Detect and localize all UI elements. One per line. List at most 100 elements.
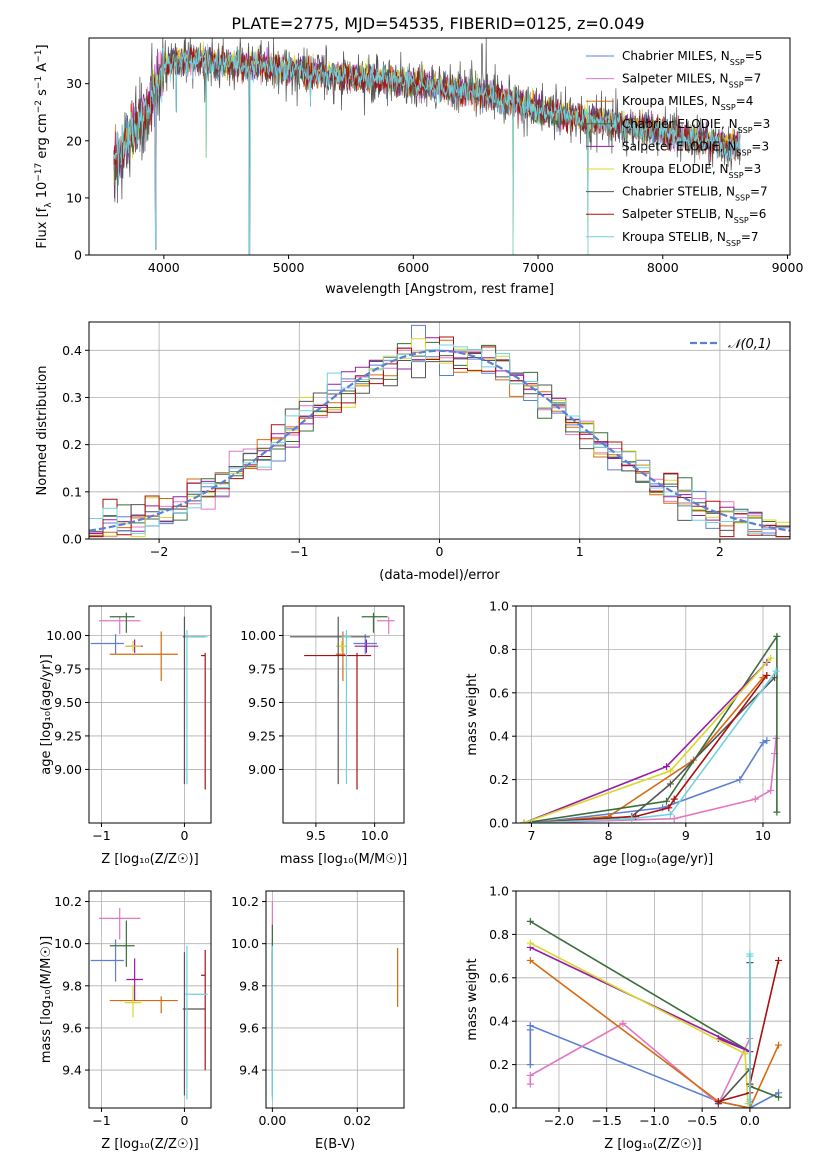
y-tick-label: 9.6 bbox=[62, 1020, 82, 1035]
y-tick-label: 9.25 bbox=[248, 728, 276, 743]
mass_vs_ebv-plot-area bbox=[271, 901, 399, 1100]
age_vs_mass-plot-area bbox=[290, 612, 395, 790]
x-axis-label: age [log₁₀(age/yr)] bbox=[593, 852, 714, 867]
x-axis-label: E(B-V) bbox=[315, 1137, 355, 1152]
y-tick-label: 10.2 bbox=[54, 894, 82, 909]
mass-weight-line bbox=[531, 670, 777, 823]
plus-marker bbox=[767, 654, 775, 662]
y-tick-label: 9.75 bbox=[54, 661, 82, 676]
x-tick-label: −1.5 bbox=[592, 1113, 622, 1128]
mass-weight-line bbox=[529, 1024, 779, 1108]
plus-marker bbox=[663, 797, 671, 805]
axes-frame bbox=[282, 605, 405, 824]
x-tick-label: 9.5 bbox=[306, 828, 326, 843]
age_vs_mass-chart: 9.5 10.0 9.00 9.25 9.50 9.75 10.00 mass [log₁₀(… bbox=[240, 605, 407, 867]
x-axis-label: mass [log₁₀(M/M☉)] bbox=[280, 852, 407, 867]
y-tick-label: 1.0 bbox=[489, 599, 509, 614]
x-tick-label: −1 bbox=[290, 544, 308, 559]
y-tick-label: 10.0 bbox=[231, 936, 259, 951]
axes-frame bbox=[515, 605, 791, 824]
y-axis-label: mass weight bbox=[465, 673, 480, 755]
x-tick-label: 9000 bbox=[772, 260, 804, 275]
plus-marker bbox=[775, 956, 783, 964]
x-tick-label: 0 bbox=[436, 544, 444, 559]
y-tick-label: 9.8 bbox=[62, 978, 82, 993]
plus-marker bbox=[526, 917, 534, 925]
y-tick-label: 0.8 bbox=[489, 642, 509, 657]
plus-marker bbox=[775, 1041, 783, 1049]
legend-label: Salpeter STELIB, NSSP=6 bbox=[622, 207, 766, 225]
y-tick-label: 0.6 bbox=[489, 970, 509, 985]
x-axis-label: wavelength [Angstrom, rest frame] bbox=[325, 282, 554, 297]
x-tick-label: −1 bbox=[92, 1113, 110, 1128]
x-tick-label: 8000 bbox=[647, 260, 679, 275]
residuals-chart: −2 −1 0 1 2 0.0 0.1 0.2 0.3 0.4 (data-model)/error… bbox=[35, 321, 791, 583]
legend-label: 𝒩(0,1) bbox=[728, 337, 771, 352]
y-tick-label: 9.25 bbox=[54, 728, 82, 743]
y-tick-label: 0.2 bbox=[489, 1057, 509, 1072]
x-tick-label: 9 bbox=[682, 828, 690, 843]
spectrum-line bbox=[113, 43, 741, 255]
massweight_vs_age-plot-area bbox=[520, 632, 781, 823]
x-axis-label: Z [log₁₀(Z/Z☉)] bbox=[101, 852, 198, 867]
plus-marker bbox=[527, 819, 535, 823]
y-axis-label: age [log₁₀(age/yr)] bbox=[39, 654, 54, 775]
y-tick-label: 0.8 bbox=[489, 927, 509, 942]
plus-marker bbox=[526, 1071, 534, 1079]
x-tick-label: 5000 bbox=[273, 260, 305, 275]
y-tick-label: 9.00 bbox=[54, 762, 82, 777]
x-tick-label: 0.02 bbox=[343, 1113, 371, 1128]
x-tick-label: 2 bbox=[716, 544, 724, 559]
plus-marker bbox=[746, 950, 754, 958]
y-axis-label: mass [log₁₀(M/M☉)] bbox=[39, 936, 54, 1063]
legend-label: Chabrier MILES, NSSP=5 bbox=[622, 49, 762, 67]
mass-weight-line bbox=[529, 942, 749, 1104]
x-tick-label: 0.00 bbox=[258, 1113, 286, 1128]
y-tick-label: 0 bbox=[74, 248, 82, 263]
x-tick-label: −1.0 bbox=[639, 1113, 669, 1128]
plus-marker bbox=[670, 795, 678, 803]
x-tick-label: 0 bbox=[180, 1113, 188, 1128]
plus-marker bbox=[670, 815, 678, 823]
x-tick-label: 10 bbox=[755, 828, 771, 843]
x-tick-label: −2.0 bbox=[544, 1113, 574, 1128]
plus-marker bbox=[666, 780, 674, 788]
mass-weight-line bbox=[523, 633, 778, 823]
normal-reference-curve bbox=[89, 349, 790, 532]
y-tick-label: 30 bbox=[66, 76, 82, 91]
plus-marker bbox=[665, 804, 673, 812]
plus-marker bbox=[526, 1080, 534, 1088]
plus-marker bbox=[759, 739, 767, 747]
y-tick-label: 9.00 bbox=[248, 762, 276, 777]
y-tick-label: 10.2 bbox=[231, 894, 259, 909]
legend: Chabrier MILES, NSSP=5 Salpeter MILES, NS… bbox=[586, 49, 770, 247]
mass_vs_Z-chart: −1 0 9.4 9.6 9.8 10.0 10.2 Z [log₁₀(Z/Z☉)] mass … bbox=[39, 890, 212, 1152]
y-tick-label: 0.4 bbox=[489, 1014, 509, 1029]
x-tick-label: −0.5 bbox=[687, 1113, 717, 1128]
y-tick-label: 1.0 bbox=[489, 884, 509, 899]
mass-weight-line bbox=[523, 657, 772, 823]
y-tick-label: 0.2 bbox=[489, 772, 509, 787]
x-axis-label: (data-model)/error bbox=[379, 568, 500, 583]
spectrum-chart: 4000 5000 6000 7000 8000 9000 0 10 20 30 wavelengt… bbox=[34, 37, 804, 297]
age_vs_Z-plot-area bbox=[90, 612, 208, 790]
mass-weight-line bbox=[531, 739, 768, 823]
plus-marker bbox=[741, 1050, 749, 1058]
x-tick-label: 6000 bbox=[397, 260, 429, 275]
plus-marker bbox=[666, 810, 674, 818]
plus-marker bbox=[763, 671, 771, 679]
mass_vs_Z-plot-area bbox=[90, 907, 208, 1100]
axes-frame bbox=[88, 37, 791, 256]
plus-marker bbox=[526, 1061, 534, 1069]
histogram-step bbox=[89, 357, 790, 538]
histogram-step bbox=[89, 324, 790, 538]
legend-label: Kroupa MILES, NSSP=4 bbox=[622, 94, 753, 112]
plus-marker bbox=[526, 956, 534, 964]
plus-marker bbox=[628, 815, 636, 823]
plus-marker bbox=[772, 667, 780, 675]
y-tick-label: 0.0 bbox=[62, 532, 82, 547]
x-tick-label: 7000 bbox=[522, 260, 554, 275]
x-tick-label: −2 bbox=[150, 544, 168, 559]
plus-marker bbox=[746, 1095, 754, 1103]
